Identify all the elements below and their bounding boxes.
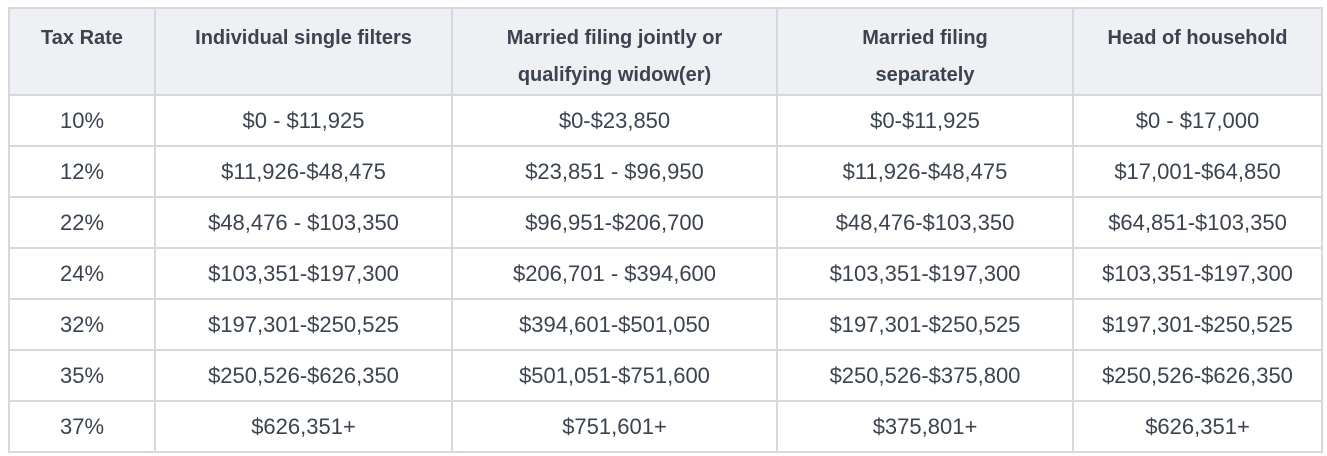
rate-cell: 37% [8,400,156,453]
table-row: 24% $103,351-$197,300 $206,701 - $394,600 $… [8,247,1323,300]
bracket-cell: $394,601-$501,050 [451,298,778,351]
header-row: Tax Rate Individual single filters Married… [8,7,1323,96]
bracket-cell: $626,351+ [154,400,453,453]
rate-cell: 12% [8,145,156,198]
table-row: 22% $48,476 - $103,350 $96,951-$206,700 $48… [8,196,1323,249]
header-text: Tax Rate [41,27,123,49]
rate-cell: 22% [8,196,156,249]
bracket-cell: $0-$11,925 [776,94,1074,147]
bracket-cell: $197,301-$250,525 [154,298,453,351]
rate-cell: 10% [8,94,156,147]
bracket-cell: $64,851-$103,350 [1072,196,1323,249]
header-text: Head of household [1107,27,1288,49]
bracket-cell: $103,351-$197,300 [154,247,453,300]
table-body: 10% $0 - $11,925 $0-$23,850 $0-$11,925 $0 - … [8,94,1323,453]
header-text: Married filing jointly or qualifying wid… [506,27,723,86]
bracket-cell: $375,801+ [776,400,1074,453]
rate-cell: 24% [8,247,156,300]
bracket-cell: $197,301-$250,525 [1072,298,1323,351]
header-cell: Tax Rate [8,7,156,96]
bracket-cell: $0 - $11,925 [154,94,453,147]
rate-cell: 32% [8,298,156,351]
bracket-cell: $11,926-$48,475 [154,145,453,198]
header-cell: Head of household [1072,7,1323,96]
header-text: Married filing separately [862,27,988,86]
bracket-cell: $96,951-$206,700 [451,196,778,249]
bracket-cell: $0 - $17,000 [1072,94,1323,147]
bracket-cell: $48,476 - $103,350 [154,196,453,249]
bracket-cell: $103,351-$197,300 [1072,247,1323,300]
header-text: Individual single filters [195,27,412,49]
header-cell: Individual single filters [154,7,453,96]
bracket-cell: $206,701 - $394,600 [451,247,778,300]
bracket-cell: $23,851 - $96,950 [451,145,778,198]
header-cell: Married filing jointly or qualifying wid… [451,7,778,96]
bracket-cell: $0-$23,850 [451,94,778,147]
bracket-cell: $11,926-$48,475 [776,145,1074,198]
header-cell: Married filing separately [776,7,1074,96]
bracket-cell: $751,601+ [451,400,778,453]
bracket-cell: $197,301-$250,525 [776,298,1074,351]
table-row: 10% $0 - $11,925 $0-$23,850 $0-$11,925 $0 - … [8,94,1323,147]
bracket-cell: $501,051-$751,600 [451,349,778,402]
bracket-cell: $250,526-$626,350 [1072,349,1323,402]
table-row: 35% $250,526-$626,350 $501,051-$751,600 $25… [8,349,1323,402]
bracket-cell: $103,351-$197,300 [776,247,1074,300]
table-row: 37% $626,351+ $751,601+ $375,801+ $626,351+ [8,400,1323,453]
bracket-cell: $250,526-$375,800 [776,349,1074,402]
table-row: 32% $197,301-$250,525 $394,601-$501,050 $19… [8,298,1323,351]
bracket-cell: $626,351+ [1072,400,1323,453]
tax-table: Tax Rate Individual single filters Married… [8,7,1323,453]
bracket-cell: $17,001-$64,850 [1072,145,1323,198]
bracket-cell: $48,476-$103,350 [776,196,1074,249]
rate-cell: 35% [8,349,156,402]
table-row: 12% $11,926-$48,475 $23,851 - $96,950 $11,9… [8,145,1323,198]
bracket-cell: $250,526-$626,350 [154,349,453,402]
